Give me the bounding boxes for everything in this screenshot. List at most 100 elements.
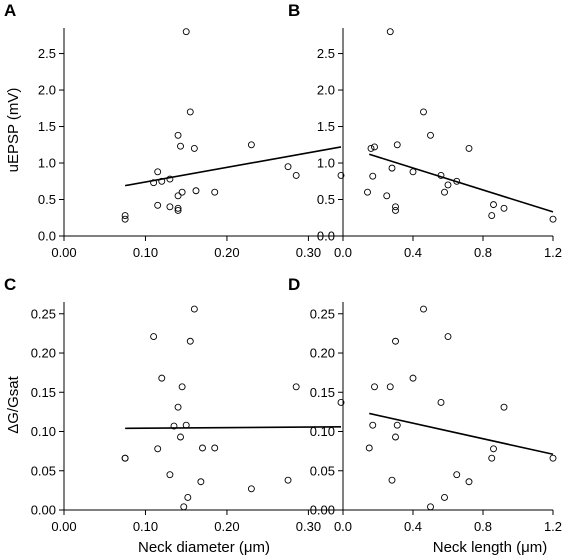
y-tick-label-c: 0.20: [31, 346, 56, 361]
panel-b-plot: 0.0 0.5 1.0 1.5 2.0 2.5 0.0 0.4 0.8 1.2: [317, 28, 562, 260]
data-point-d: [490, 445, 497, 453]
data-point-c: [150, 333, 158, 340]
data-point-b: [490, 201, 497, 209]
panel-letter-a: A: [4, 1, 16, 20]
data-point-d: [500, 403, 508, 411]
data-point-c: [186, 337, 194, 345]
data-point-d: [365, 444, 373, 452]
data-point-c: [180, 503, 188, 511]
data-point-d: [393, 421, 401, 429]
data-point-a: [174, 207, 182, 214]
data-point-a: [121, 212, 129, 220]
data-point-a: [174, 131, 182, 139]
data-point-a: [174, 204, 182, 212]
data-point-b: [392, 207, 399, 214]
panel-letter-b: B: [288, 1, 300, 20]
data-point-b: [388, 164, 396, 172]
fit-line-c: [125, 426, 342, 430]
y-tick-label-d: 0.05: [310, 463, 335, 478]
y-tick-label-c: 0.00: [31, 503, 56, 518]
data-point-d: [371, 383, 378, 391]
data-point-c: [174, 403, 182, 411]
data-point-b: [393, 141, 401, 149]
data-point-b: [420, 108, 427, 116]
data-point-c: [170, 422, 178, 430]
y-tick-label-a: 1.0: [38, 156, 56, 171]
y-tick-label-c: 0.15: [31, 385, 56, 400]
data-point-b: [549, 215, 557, 223]
data-point-a: [166, 203, 174, 211]
x-axis-title-c: Neck diameter (μm): [138, 539, 270, 556]
x-tick-label-b: 0.0: [334, 245, 352, 260]
y-tick-label-b: 2.0: [317, 83, 335, 98]
data-point-b: [386, 28, 394, 36]
x-tick-label-a: 0.10: [133, 245, 158, 260]
x-tick-label-d: 0.4: [404, 519, 422, 534]
data-point-b: [488, 212, 496, 220]
panel-letter-c: C: [4, 275, 16, 294]
y-tick-label-a: 2.5: [38, 46, 56, 61]
y-tick-label-b: 1.0: [317, 156, 335, 171]
data-point-d: [369, 421, 377, 429]
data-point-a: [211, 188, 219, 196]
fit-line-d: [369, 412, 554, 456]
data-point-c: [121, 454, 129, 462]
data-point-d: [409, 374, 417, 382]
data-point-c: [184, 493, 192, 501]
data-point-b: [465, 144, 473, 152]
x-tick-label-d: 1.2: [544, 519, 562, 534]
data-point-d: [465, 478, 473, 486]
y-tick-label-b: 0.0: [317, 229, 335, 244]
fit-line-b: [369, 153, 554, 213]
data-point-a: [186, 108, 194, 116]
data-point-a: [178, 188, 186, 196]
data-point-a: [284, 163, 292, 171]
y-tick-label-d: 0.25: [310, 306, 335, 321]
y-tick-label-d: 0.20: [310, 346, 335, 361]
data-point-b: [364, 188, 371, 196]
y-tick-label-a: 0.5: [38, 192, 56, 207]
y-tick-label-a: 2.0: [38, 83, 56, 98]
data-point-a: [174, 192, 182, 200]
data-point-d: [444, 333, 452, 340]
data-point-c: [211, 444, 219, 452]
data-point-b: [500, 204, 508, 212]
data-point-d: [549, 454, 557, 462]
x-tick-label-c: 0.30: [296, 519, 321, 534]
data-point-a: [292, 171, 300, 179]
data-point-c: [284, 476, 292, 484]
y-tick-label-c: 0.25: [31, 306, 56, 321]
data-point-b: [383, 192, 391, 200]
panel-c-plot: 0.00 0.05 0.10 0.15 0.20 0.25 0.00 0.10 0.20 0.30: [31, 302, 345, 534]
data-point-c: [158, 374, 166, 382]
x-axis-title-d: Neck length (μm): [433, 539, 548, 556]
data-point-a: [182, 28, 190, 36]
data-point-c: [190, 305, 198, 313]
data-point-c: [182, 421, 190, 429]
y-tick-label-c: 0.05: [31, 463, 56, 478]
data-point-d: [453, 471, 461, 479]
y-tick-label-b: 1.5: [317, 119, 335, 134]
x-tick-label-c: 0.10: [133, 519, 158, 534]
data-point-a: [337, 171, 345, 179]
x-tick-label-d: 0.0: [334, 519, 352, 534]
data-point-a: [154, 168, 162, 176]
x-tick-label-b: 1.2: [544, 245, 562, 260]
fit-line-a: [124, 146, 342, 187]
data-point-c: [177, 433, 184, 441]
data-point-b: [453, 177, 461, 185]
data-point-a: [247, 141, 255, 149]
data-point-d: [441, 493, 448, 501]
x-tick-label-a: 0.20: [214, 245, 239, 260]
data-point-a: [158, 177, 166, 185]
data-point-c: [199, 444, 206, 452]
data-point-c: [247, 485, 255, 493]
x-tick-label-a: 0.00: [51, 245, 76, 260]
data-point-a: [192, 187, 200, 195]
data-point-a: [150, 179, 158, 187]
y-tick-label-c: 0.10: [31, 424, 56, 439]
panel-a-plot: 0.0 0.5 1.0 1.5 2.0 2.5 0.00 0.10 0.20 0.30: [38, 28, 345, 260]
x-tick-label-d: 0.8: [474, 519, 492, 534]
y-tick-label-d: 0.10: [310, 424, 335, 439]
